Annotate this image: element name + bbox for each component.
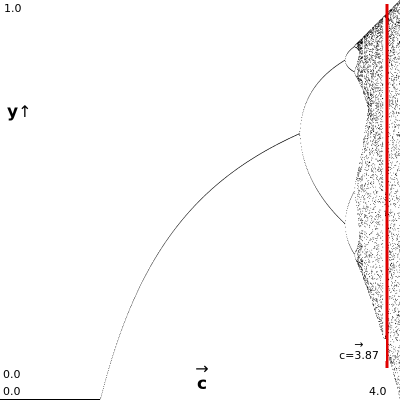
y-max-tick-label: 1.0 [4,2,22,15]
marker-label: c=3.87 [339,349,379,362]
x-max-tick-label: 4.0 [369,385,387,398]
y-min-tick-label: 0.0 [3,368,21,381]
up-arrow-icon: ↑ [18,102,32,121]
y-axis-label: y [7,102,19,122]
x-min-tick-label: 0.0 [3,385,21,398]
right-arrow-icon: → [195,359,209,378]
y-axis-label-group: y↑ [7,104,32,121]
marker-annotation: → c=3.87 [332,339,386,361]
marker-arrow-icon: → [354,338,364,351]
x-axis-label: c [196,374,208,394]
x-axis-label-group: → c [190,359,214,394]
